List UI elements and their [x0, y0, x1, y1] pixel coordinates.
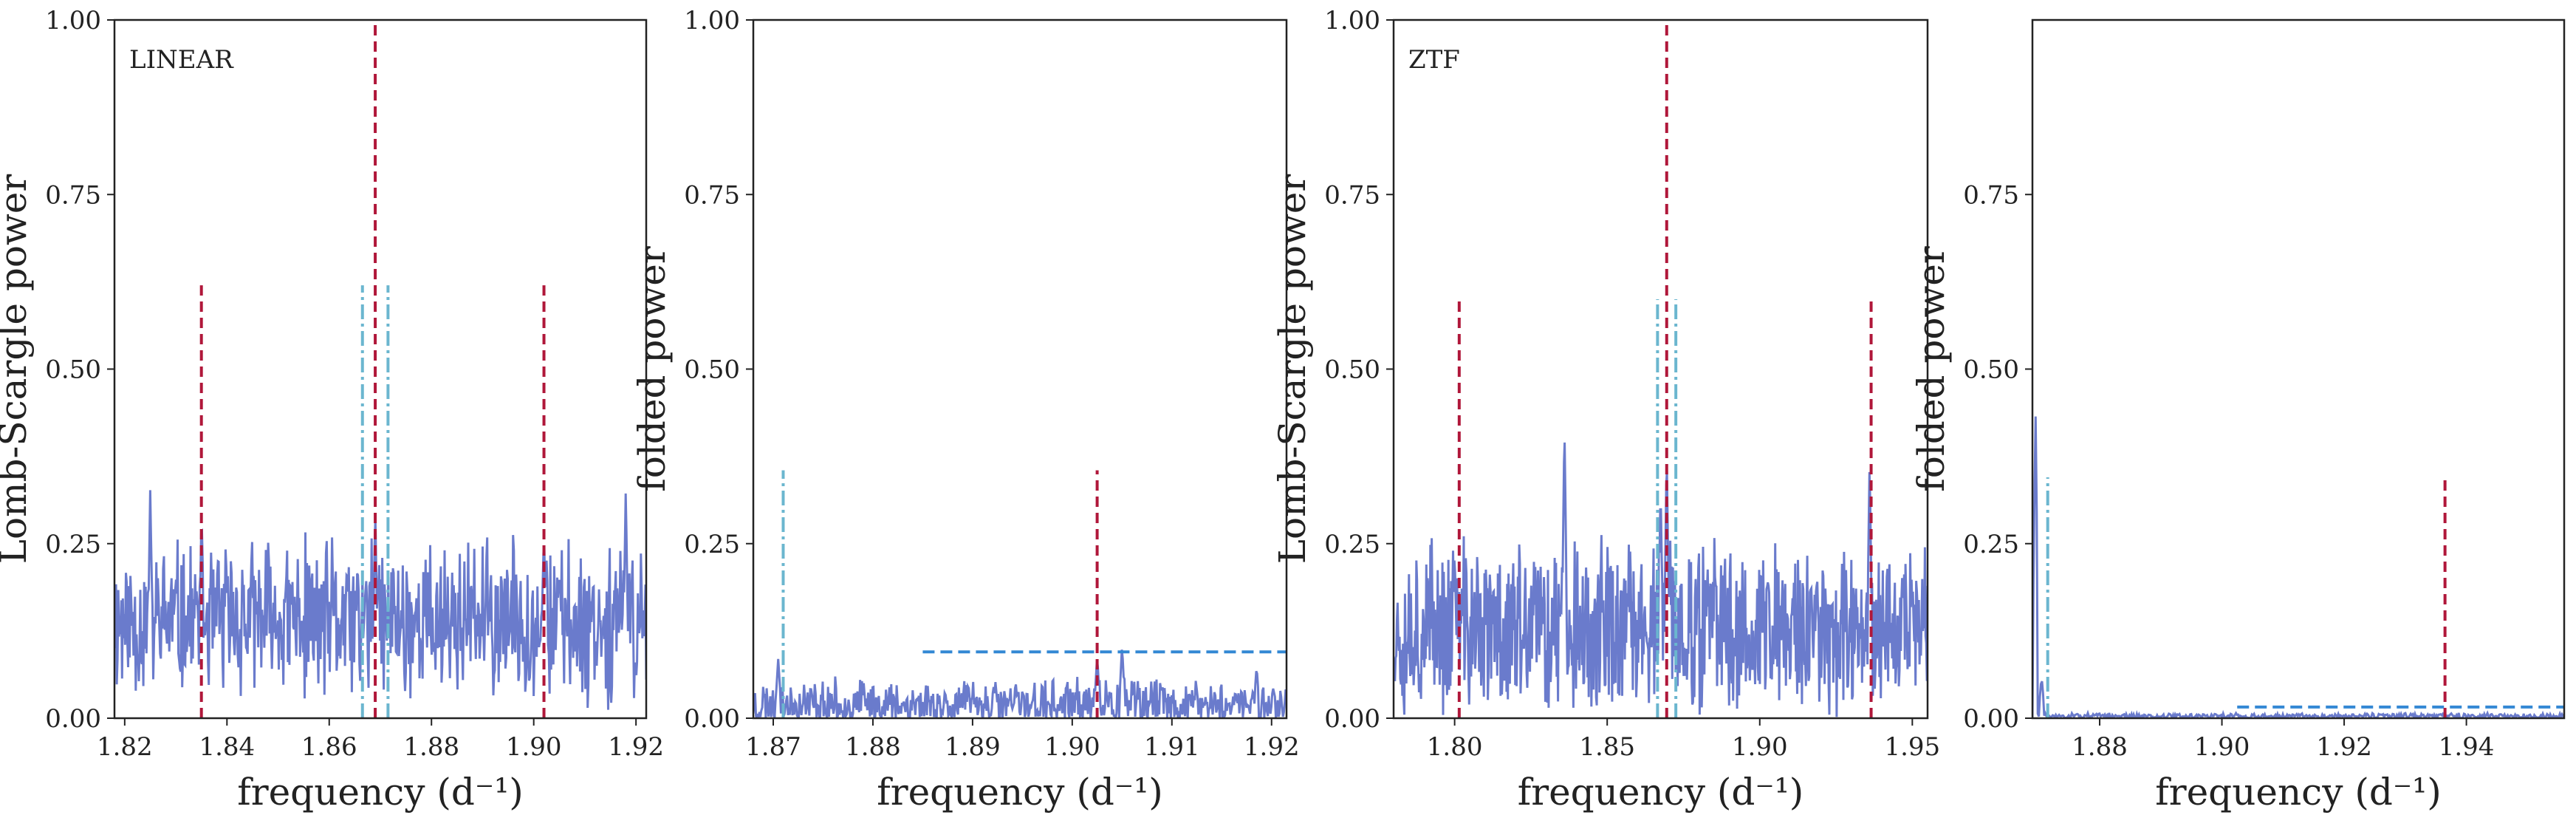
x-tick-label: 1.85 — [1579, 732, 1635, 762]
panel-3: 1.80 1.85 1.90 1.95 0.00 0.25 0.50 0.75 1.00 freq… — [1271, 6, 1940, 814]
x-tick-label: 1.80 — [1427, 732, 1483, 762]
y-tick-label: 0.25 — [1963, 530, 2019, 559]
y-tick-label: 0.25 — [1324, 530, 1380, 559]
y-tick-label: 1.00 — [1324, 6, 1380, 35]
x-tick-label: 1.92 — [1244, 732, 1300, 762]
y-tick-label: 0.25 — [45, 530, 101, 559]
x-tick-label: 1.84 — [199, 732, 255, 762]
x-axis-label: frequency (d⁻¹) — [237, 771, 524, 814]
y-axis-label: Lomb-Scargle power — [1271, 174, 1314, 565]
panel-1: 1.82 1.84 1.86 1.88 1.90 1.92 0.00 0.25 0.50 0.75… — [0, 6, 664, 814]
x-axis-label: frequency (d⁻¹) — [1518, 771, 1804, 814]
x-tick-label: 1.90 — [2194, 732, 2250, 762]
y-tick-label: 0.50 — [684, 355, 740, 385]
x-tick-label: 1.88 — [403, 732, 459, 762]
y-axis-label: Lomb-Scargle power — [0, 174, 35, 565]
x-tick-label: 1.94 — [2439, 732, 2495, 762]
y-tick-label: 0.00 — [45, 704, 101, 734]
y-tick-label: 0.75 — [1963, 180, 2019, 210]
y-tick-label: 0.50 — [1963, 355, 2019, 385]
panel-annotation: ZTF — [1408, 45, 1460, 75]
x-tick-label: 1.88 — [2072, 732, 2128, 762]
axes-frame — [752, 18, 1288, 720]
y-tick-label: 1.00 — [45, 6, 101, 35]
y-tick-label: 0.00 — [1963, 704, 2019, 734]
x-tick-label: 1.88 — [845, 732, 901, 762]
y-tick-label: 0.75 — [1324, 180, 1380, 210]
y-tick-label: 1.00 — [684, 6, 740, 35]
x-tick-label: 1.82 — [97, 732, 153, 762]
panel-4: 1.88 1.90 1.92 1.94 0.00 0.25 0.50 0.75 frequenc… — [1910, 18, 2566, 814]
y-tick-label: 0.00 — [1324, 704, 1380, 734]
y-tick-label: 0.50 — [1324, 355, 1380, 385]
x-tick-label: 1.86 — [301, 732, 357, 762]
x-tick-label: 1.90 — [506, 732, 562, 762]
signal-series — [2032, 416, 2564, 718]
x-tick-label: 1.87 — [745, 732, 801, 762]
panel-annotation: LINEAR — [129, 45, 234, 75]
signal-series — [753, 649, 1287, 718]
x-tick-label: 1.95 — [1884, 732, 1940, 762]
y-tick-label: 0.50 — [45, 355, 101, 385]
x-tick-label: 1.92 — [2316, 732, 2372, 762]
x-tick-label: 1.90 — [1044, 732, 1100, 762]
signal-series — [114, 490, 646, 710]
x-axis-label: frequency (d⁻¹) — [877, 771, 1163, 814]
y-tick-label: 0.75 — [45, 180, 101, 210]
x-axis-label: frequency (d⁻¹) — [2155, 771, 2442, 814]
x-tick-label: 1.89 — [945, 732, 1001, 762]
y-axis-label: folded power — [631, 246, 674, 492]
y-axis-label: folded power — [1910, 246, 1953, 492]
y-tick-label: 0.75 — [684, 180, 740, 210]
y-tick-label: 0.00 — [684, 704, 740, 734]
y-tick-label: 0.25 — [684, 530, 740, 559]
panel-2: 1.87 1.88 1.89 1.90 1.91 1.92 0.00 0.25 0.50 0.75… — [631, 6, 1300, 814]
x-tick-label: 1.92 — [608, 732, 664, 762]
axes-frame — [2031, 18, 2566, 720]
x-tick-label: 1.91 — [1144, 732, 1200, 762]
signal-series — [1394, 442, 1928, 717]
x-tick-label: 1.90 — [1732, 732, 1788, 762]
